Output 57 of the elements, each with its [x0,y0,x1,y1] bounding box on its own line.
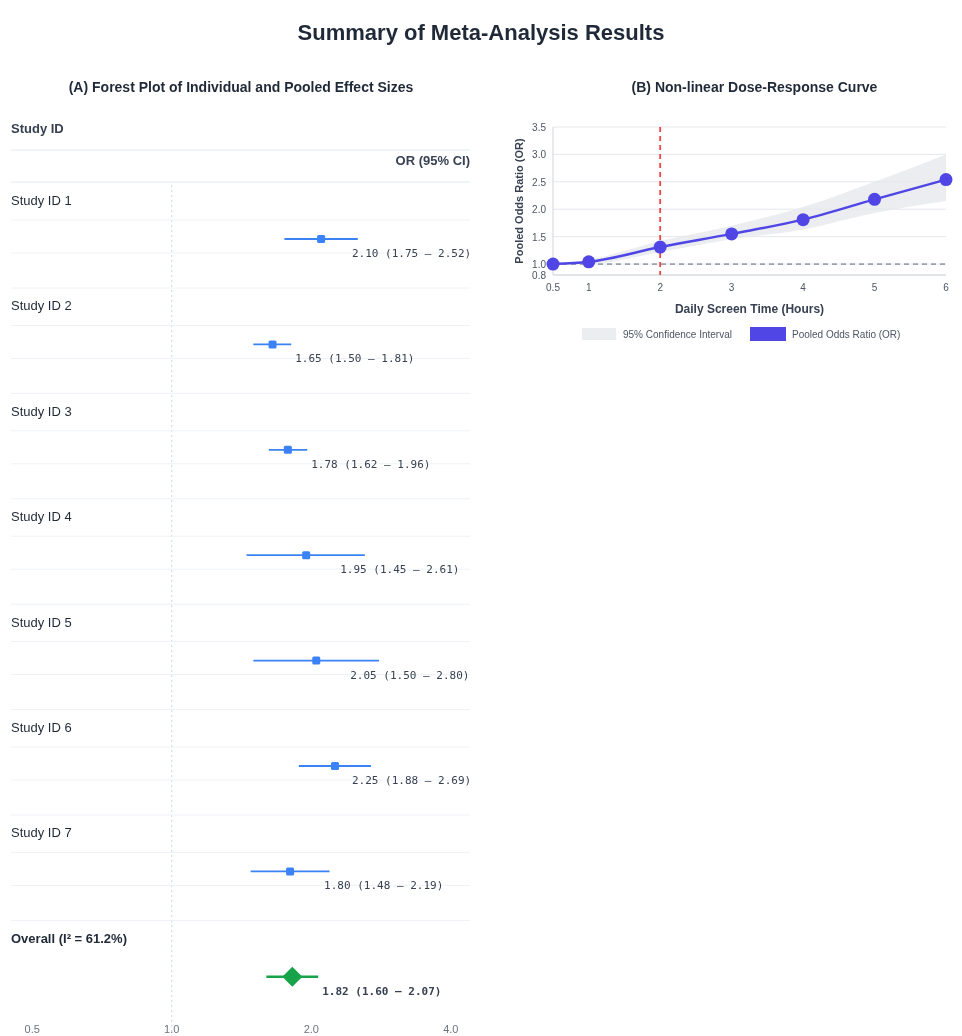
y-tick-label: Study ID 5 [11,614,72,630]
data-label: 1.80 (1.48 – 2.19) [324,879,444,893]
y-tick-label: 3.5 [532,122,547,133]
y-tick-label: 0.8 [532,270,547,281]
point [582,255,596,269]
x-tick-label: 4.0 [443,1023,459,1035]
point [302,551,311,560]
y-axis-title: Study ID [11,121,64,136]
data-label: 2.10 (1.75 – 2.52) [352,247,472,260]
y-tick-label: Overall (I² = 61.2%) [11,930,127,946]
point [282,966,303,987]
y-tick-label: 3.0 [532,149,547,161]
point [546,257,560,271]
legend-label: Pooled Odds Ratio (OR) [792,329,901,340]
x-tick-label: 0.5 [24,1023,40,1035]
x-tick-label: 6 [943,282,950,293]
y-tick-label: Study ID 3 [11,403,72,419]
x-tick-label: 1 [585,282,592,293]
text: 95% Confidence Interval [623,329,732,340]
chart-title: Summary of Meta-Analysis Results [297,20,665,45]
data-label: 2.25 (1.88 – 2.69) [352,774,472,787]
point [653,240,667,254]
x-tick-label: 4 [800,282,807,293]
point [283,445,292,454]
y-tick-label: 1.0 [532,259,547,271]
y-axis-title: Pooled Odds Ratio (OR) [513,138,525,264]
point [939,173,953,187]
x-tick-label: 2.0 [303,1023,319,1035]
data-label: 1.78 (1.62 – 1.96) [311,457,431,471]
point [317,235,326,243]
chart-title: (B) Non-linear Dose-Response Curve [631,79,878,95]
y-tick-label: 1.5 [532,231,547,243]
x-tick-label: 3 [728,282,735,293]
y-tick-label: 2.0 [532,204,547,216]
x-tick-label: 0.5 [546,282,561,293]
y-tick-label: 2.5 [532,176,547,188]
data-label: 2.05 (1.50 – 2.80) [350,668,470,682]
chart-subtitle: (A) Forest Plot of Individual and Pooled Effect Sizes [68,79,414,95]
data-label: 1.82 (1.60 – 2.07) [322,984,442,998]
data-label: 1.65 (1.50 – 1.81) [295,352,415,366]
point [286,867,295,876]
text: OR (95% CI) [395,153,470,168]
x-tick-label: 5 [871,282,878,293]
y-tick-label: Study ID 6 [11,720,72,735]
point [312,656,321,665]
point [268,340,277,349]
x-tick-label: 2 [657,282,664,293]
x-axis-title: Daily Screen Time (Hours) [674,302,825,316]
point [868,192,882,206]
point [725,227,739,241]
x-tick-label: 1.0 [164,1023,180,1035]
y-tick-label: Study ID 7 [11,825,72,841]
data-label: 1.95 (1.45 – 2.61) [340,563,460,577]
point [796,213,810,227]
y-tick-label: Study ID 4 [11,509,72,525]
y-tick-label: Study ID 1 [11,193,72,208]
y-tick-label: Study ID 2 [11,298,72,314]
